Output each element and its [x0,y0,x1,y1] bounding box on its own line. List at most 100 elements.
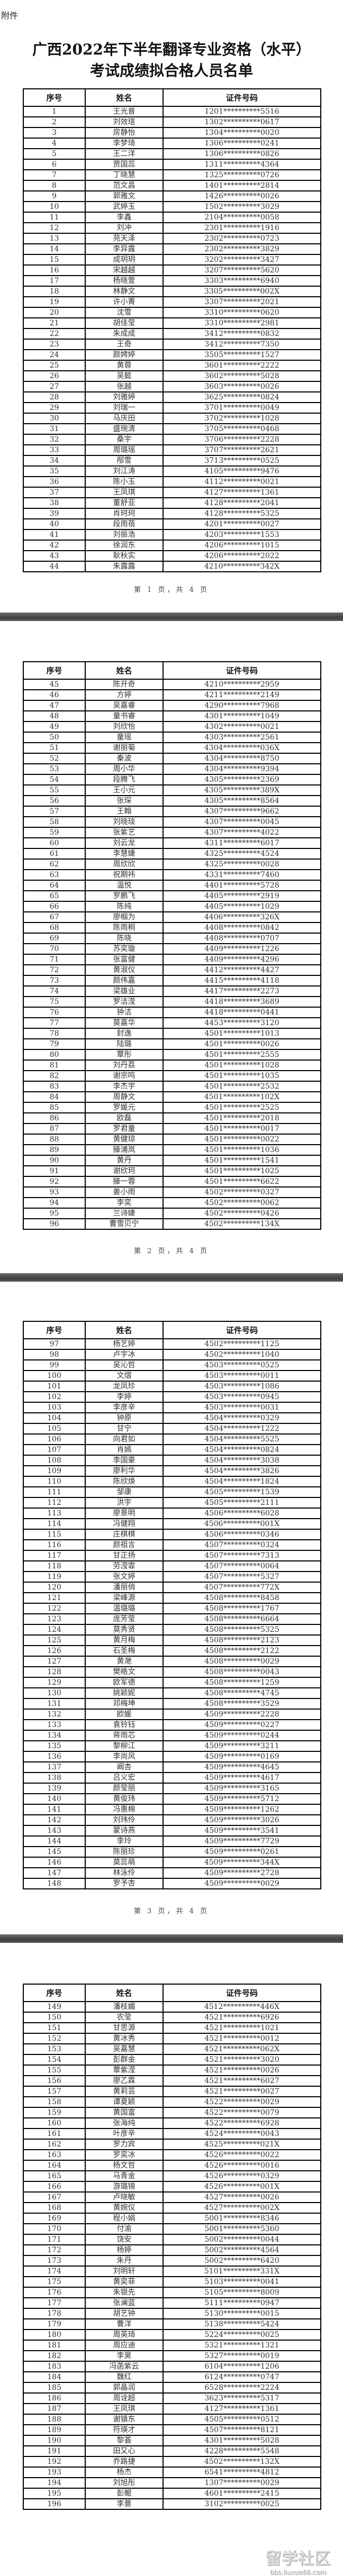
table-row: 89 滕浦岚 4501**********1036 [23,1144,321,1156]
table-row: 171 饶安 5002**********0044 [23,2234,321,2245]
id-number-cell: 4508**********3529 [163,1698,321,1710]
table-row: 148 罗予杏 4509**********0029 [23,1878,321,1889]
table-row: 106 向君如 4504**********5525 [23,1433,321,1445]
seq-cell: 135 [23,1740,86,1752]
name-cell: 郭雅文 [85,190,164,202]
name-cell: 冯健翔 [85,1518,164,1530]
seq-cell: 46 [23,689,86,701]
seq-cell: 70 [23,943,86,955]
name-cell: 农莹 [85,2012,164,2023]
id-number-cell: 5101**********331X [163,2266,321,2277]
seq-cell: 10 [23,201,86,213]
seq-cell: 56 [23,795,86,807]
name-cell: 黄奕菲 [85,2276,164,2288]
id-number-cell: 2104**********0058 [163,212,321,223]
id-number-cell: 4509**********3165 [163,1783,321,1794]
page-separator [0,1934,343,1943]
id-number-cell: 2301**********1916 [163,222,321,234]
table-row: 46 方婷 4211**********2149 [23,689,321,701]
table-row: 127 黄滟 4508**********0029 [23,1656,321,1667]
seq-cell: 33 [23,444,86,456]
name-cell: 黄淑仪 [85,964,164,976]
id-number-cell: 3713**********0525 [163,455,321,467]
id-number-cell: 4206**********1015 [163,540,321,551]
seq-cell: 87 [23,1123,86,1135]
table-row: 149 潘枝媚 4512**********446X [23,2001,321,2013]
table-row: 169 程小娟 5001**********8346 [23,2213,321,2224]
seq-cell: 50 [23,732,86,743]
seq-cell: 103 [23,1402,86,1413]
table-row: 76 钟洁 4418**********0441 [23,1007,321,1018]
seq-cell: 106 [23,1433,86,1445]
name-cell: 欧媛 [85,1709,164,1720]
qualified-list-table: 序号 姓名 证件号码 1 王光普 1201**********5516 2 刘效瑄 1302**… [23,88,321,572]
id-number-cell: 4501**********2555 [163,1049,321,1061]
id-number-cell: 4521**********062X [163,2043,321,2055]
name-cell: 刘冲 [85,222,164,234]
seq-cell: 114 [23,1518,86,1530]
table-row: 193 杨杰 6541**********4812 [23,2467,321,2478]
id-number-cell: 4508**********8458 [163,1592,321,1604]
table-row: 167 卢晓敏 4527**********0026 [23,2191,321,2203]
id-number-cell: 6528**********2224 [163,2382,321,2394]
table-row: 146 莫蕊萌 4509**********344X [23,1857,321,1868]
name-cell: 陈小玉 [85,476,164,488]
name-cell: 盛琬清 [85,423,164,435]
name-cell: 李梦琦 [85,138,164,149]
table-row: 152 黄冰秀 4521**********0012 [23,2033,321,2044]
seq-cell: 2 [23,116,86,128]
id-number-cell: 4504**********5525 [163,1433,321,1445]
qualified-list-table: 序号 姓名 证件号码 149 潘枝媚 4512**********446X 150 农莹 452… [23,1984,321,2510]
name-cell: 张富健 [85,954,164,965]
seq-cell: 32 [23,434,86,445]
name-cell: 童书睿 [85,710,164,722]
seq-cell: 75 [23,996,86,1008]
id-number-cell: 3701**********0049 [163,402,321,414]
table-row: 90 黄丹 4501**********1541 [23,1155,321,1166]
seq-cell: 37 [23,487,86,498]
seq-cell: 137 [23,1761,86,1773]
name-cell: 魏红 [85,2371,164,2383]
id-number-cell: 4509**********5712 [163,1793,321,1805]
name-cell: 张澜蓝 [85,2297,164,2309]
table-row: 24 颜娉婷 3505**********1527 [23,349,321,361]
name-cell: 房静怡 [85,127,164,139]
id-number-cell: 4127**********1361 [163,487,321,498]
seq-cell: 141 [23,1804,86,1815]
seq-cell: 155 [23,2065,86,2076]
name-cell: 石圣梅 [85,1645,164,1657]
id-number-cell: 4509**********344X [163,1857,321,1868]
id-number-cell: 4502**********132X [163,2456,321,2468]
table-row: 176 朱银先 5105**********8009 [23,2287,321,2298]
table-row: 20 沈雪 3310**********0620 [23,307,321,318]
name-cell: 郭晶润 [85,2382,164,2394]
name-cell: 廖景明 [85,1508,164,1519]
id-number-cell: 4504**********0824 [163,1444,321,1456]
seq-cell: 80 [23,1049,86,1061]
name-cell: 刘明轩 [85,2266,164,2277]
table-row: 163 罗奕冰 4526**********0022 [23,2149,321,2161]
id-number-cell: 4401**********5728 [163,880,321,891]
id-number-cell: 4206**********2022 [163,550,321,562]
name-cell: 滕一蓉 [85,1176,164,1187]
table-row: 83 李杰宇 4501**********2532 [23,1081,321,1092]
table-row: 114 冯健翔 4506**********001X [23,1518,321,1530]
table-row: 3 房静怡 1304**********0020 [23,127,321,139]
seq-cell: 183 [23,2361,86,2372]
name-cell: 杨婷 [85,2244,164,2256]
id-number-cell: 1426**********0026 [163,190,321,202]
seq-cell: 91 [23,1165,86,1177]
id-number-cell: 4305**********2369 [163,774,321,785]
id-number-cell: 4453**********3120 [163,1017,321,1029]
table-row: 67 廖帼为 4406**********326X [23,911,321,923]
seq-cell: 48 [23,710,86,722]
id-number-cell: 4501**********1013 [163,1028,321,1039]
table-row: 135 黎柳江 4509**********3211 [23,1740,321,1752]
name-cell: 邴雪 [85,455,164,467]
seq-cell: 186 [23,2392,86,2404]
id-number-cell: 4527**********002X [163,2202,321,2214]
id-number-cell: 3307**********2021 [163,296,321,308]
table-row: 191 田又心 4228**********5548 [23,2445,321,2457]
seq-cell: 67 [23,911,86,923]
seq-cell: 168 [23,2202,86,2214]
